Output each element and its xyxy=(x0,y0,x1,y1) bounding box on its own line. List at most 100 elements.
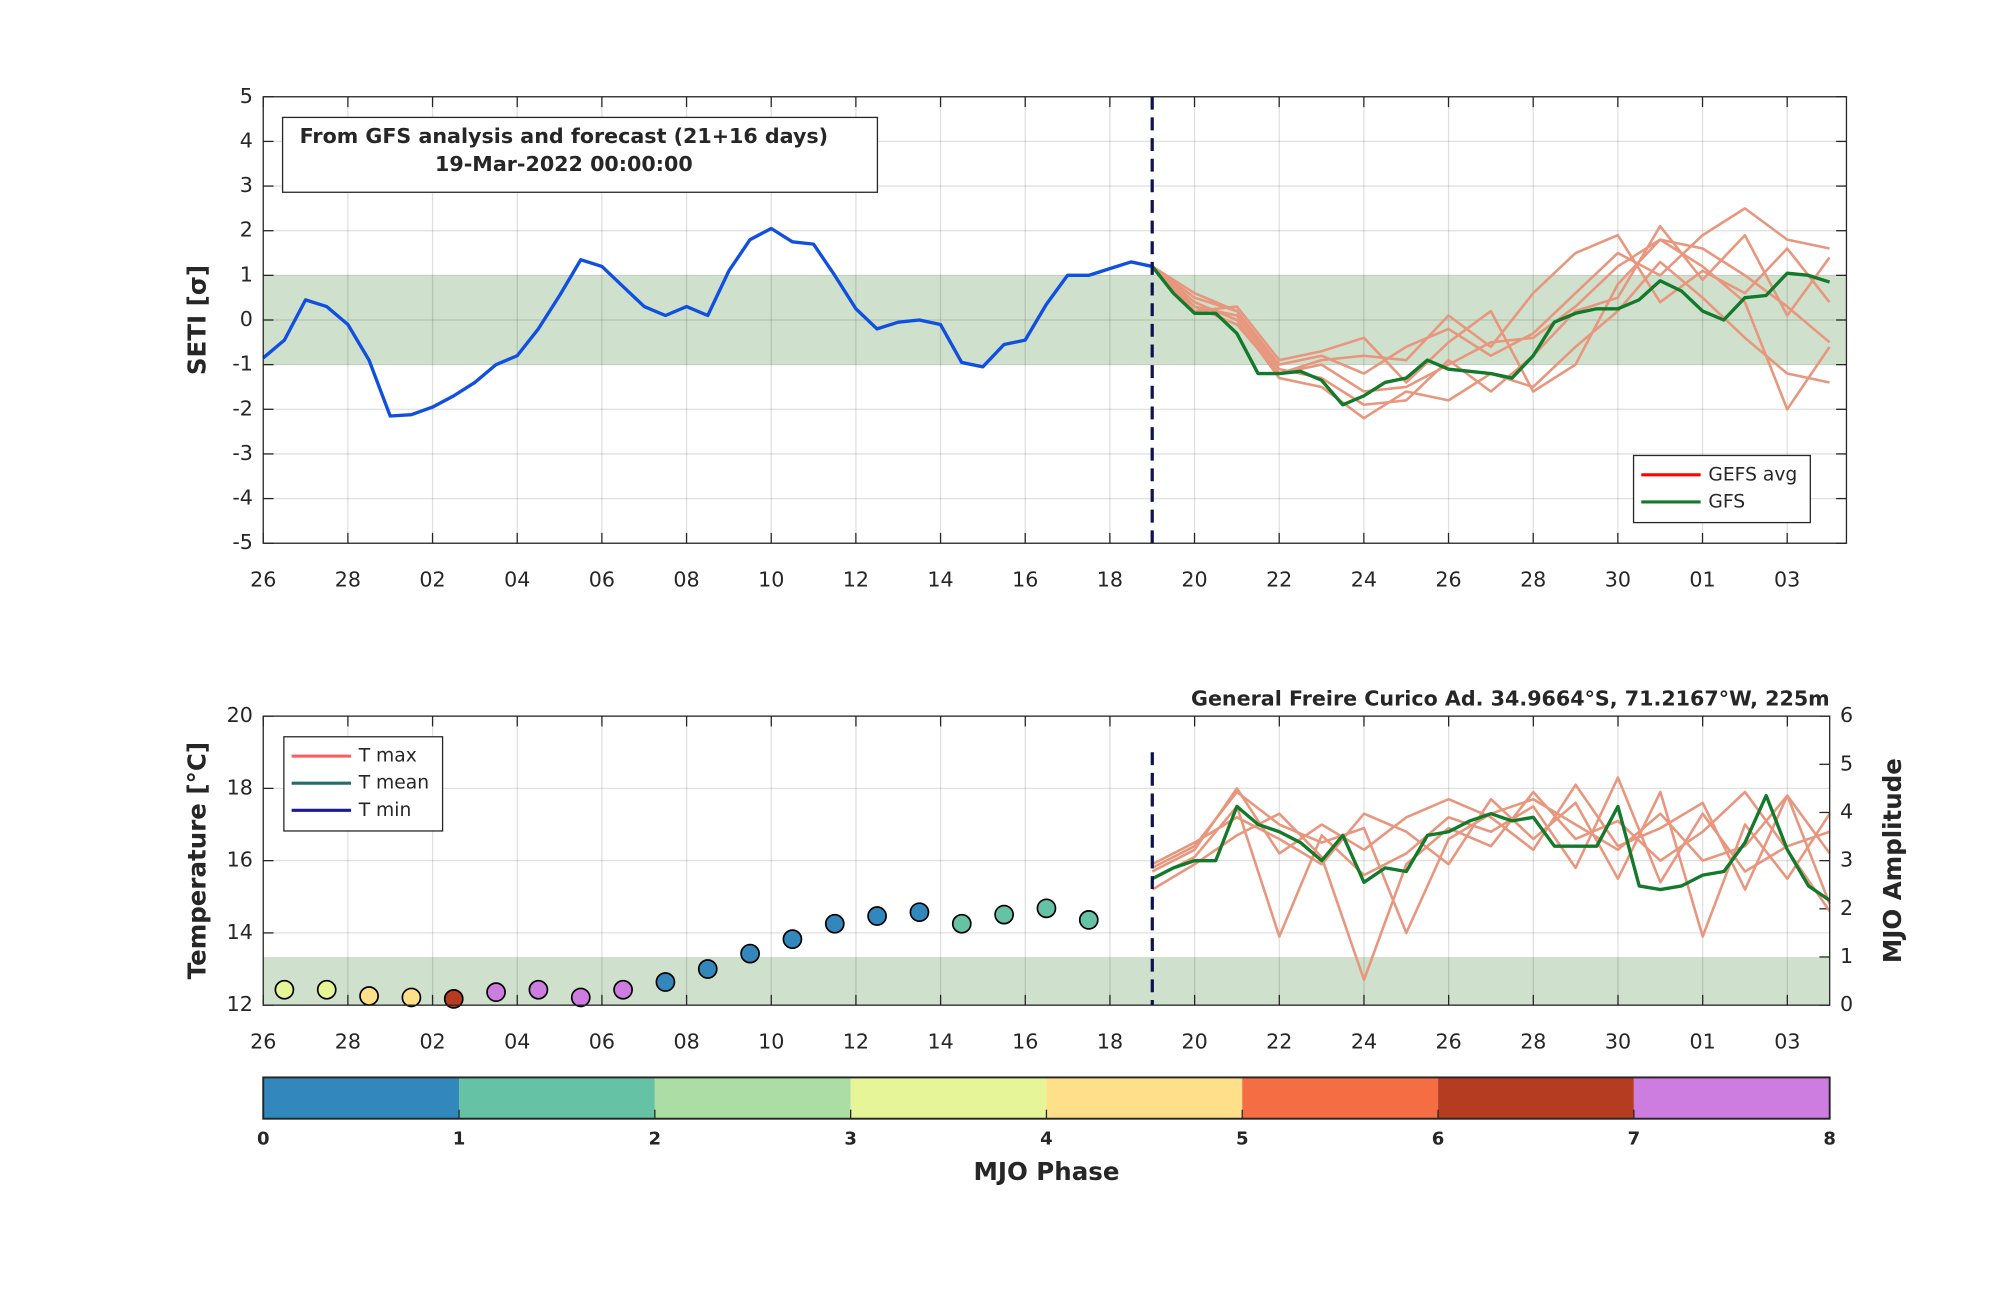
line xyxy=(1151,790,1831,982)
x-tick-label: 02 xyxy=(419,568,445,592)
x-tick-label: 14 xyxy=(927,1030,953,1054)
y2-axis-label: MJO Amplitude xyxy=(1878,758,1907,963)
x-tick-label: 24 xyxy=(1351,568,1377,592)
line xyxy=(1151,224,1831,407)
mjo-point xyxy=(909,902,930,923)
axes-frame xyxy=(262,715,1831,1006)
line xyxy=(1151,238,1831,393)
mjo-point xyxy=(994,904,1014,925)
x-tick-label: 02 xyxy=(419,1030,445,1054)
y2-tick-label: 6 xyxy=(1840,703,1853,727)
y-tick-label: -2 xyxy=(232,396,253,420)
mjo-point xyxy=(316,979,337,1000)
line xyxy=(1151,793,1831,902)
axes-frame xyxy=(262,96,1848,544)
y-tick-label: 14 xyxy=(227,920,253,944)
legend-label: T mean xyxy=(358,773,429,794)
colorbar-tick-label: 6 xyxy=(1432,1128,1445,1149)
line xyxy=(1151,783,1831,891)
y2-tick-label: 3 xyxy=(1840,848,1853,872)
y-tick-label: 4 xyxy=(240,128,253,152)
colorbar-segment xyxy=(1046,1077,1243,1119)
x-tick-label: 16 xyxy=(1012,568,1038,592)
y-tick-label: -4 xyxy=(232,486,253,510)
colorbar-tick-label: 5 xyxy=(1236,1128,1249,1149)
x-tick-label: 20 xyxy=(1181,568,1207,592)
y-tick-label: -1 xyxy=(232,352,253,376)
band xyxy=(263,956,1830,1006)
x-tick-label: 16 xyxy=(1012,1030,1038,1054)
colorbar-segment xyxy=(263,1077,460,1119)
x-tick-label: 06 xyxy=(589,1030,615,1054)
legend-label: GEFS avg xyxy=(1708,464,1797,485)
y-tick-label: -5 xyxy=(232,530,253,554)
annotation-box xyxy=(281,116,879,193)
legend-label: T max xyxy=(358,746,417,767)
x-tick-label: 28 xyxy=(1520,568,1546,592)
colorbar-tick-label: 2 xyxy=(649,1128,662,1149)
x-tick-label: 08 xyxy=(673,1030,699,1054)
y-tick-label: 1 xyxy=(240,262,253,286)
x-tick-label: 30 xyxy=(1605,568,1631,592)
x-tick-label: 01 xyxy=(1689,568,1715,592)
line xyxy=(1151,233,1831,375)
colorbar-tick-label: 1 xyxy=(453,1128,466,1149)
y-tick-label: 12 xyxy=(227,992,253,1016)
colorbar-tick-label: 3 xyxy=(844,1128,857,1149)
y-axis-label: Temperature [°C] xyxy=(183,742,212,979)
mjo-point xyxy=(824,913,845,934)
colorbar-segment xyxy=(1438,1077,1634,1119)
chart-title: General Freire Curico Ad. 34.9664°S, 71.… xyxy=(1191,686,1830,710)
mjo-point xyxy=(655,972,676,992)
y2-tick-label: 2 xyxy=(1840,896,1853,920)
x-tick-label: 04 xyxy=(504,568,530,592)
x-tick-label: 03 xyxy=(1774,568,1800,592)
mjo-point xyxy=(401,987,422,1008)
legend-label: GFS xyxy=(1708,491,1745,512)
y-axis-label: SETI [σ] xyxy=(183,265,212,375)
colorbar-tick-label: 7 xyxy=(1628,1128,1641,1149)
x-tick-label: 26 xyxy=(1435,568,1461,592)
mjo-point xyxy=(570,987,591,1008)
x-tick-label: 26 xyxy=(1436,1030,1462,1054)
y2-tick-label: 1 xyxy=(1840,944,1853,968)
x-tick-label: 18 xyxy=(1097,568,1123,592)
line xyxy=(1151,207,1830,375)
annotation-text: From GFS analysis and forecast (21+16 da… xyxy=(300,124,828,148)
x-tick-label: 06 xyxy=(589,568,615,592)
y-tick-label: 16 xyxy=(227,848,253,872)
x-tick-label: 12 xyxy=(843,1030,869,1054)
x-tick-label: 08 xyxy=(673,568,699,592)
x-tick-label: 04 xyxy=(504,1030,530,1054)
x-tick-label: 24 xyxy=(1351,1030,1377,1054)
colorbar-label: MJO Phase xyxy=(973,1157,1119,1186)
mjo-point xyxy=(697,959,718,979)
colorbar-tick-label: 8 xyxy=(1823,1128,1836,1149)
x-tick-label: 26 xyxy=(250,1030,276,1054)
colorbar-segment xyxy=(459,1077,655,1119)
legend-label: T min xyxy=(358,800,412,821)
legend-box xyxy=(1632,454,1811,524)
mjo-point xyxy=(782,929,803,950)
x-tick-label: 18 xyxy=(1097,1030,1123,1054)
mjo-point xyxy=(528,979,549,1000)
x-tick-label: 03 xyxy=(1774,1030,1800,1054)
x-tick-label: 28 xyxy=(1520,1030,1546,1054)
mjo-point xyxy=(613,979,633,1000)
mjo-point xyxy=(274,979,295,1000)
colorbar-tick-label: 0 xyxy=(257,1128,270,1149)
x-tick-label: 10 xyxy=(758,1030,784,1054)
mjo-point xyxy=(443,989,464,1009)
colorbar-segment xyxy=(1633,1077,1830,1119)
y-tick-label: 5 xyxy=(240,84,253,108)
y2-tick-label: 5 xyxy=(1840,751,1853,775)
y-tick-label: 2 xyxy=(240,218,253,242)
x-tick-label: 26 xyxy=(250,568,276,592)
x-tick-label: 10 xyxy=(758,568,784,592)
x-tick-label: 22 xyxy=(1266,568,1292,592)
mjo-point xyxy=(486,982,506,1003)
colorbar-segment xyxy=(850,1077,1047,1119)
line xyxy=(1150,265,1831,407)
y2-tick-label: 4 xyxy=(1840,799,1853,823)
x-tick-label: 30 xyxy=(1605,1030,1631,1054)
